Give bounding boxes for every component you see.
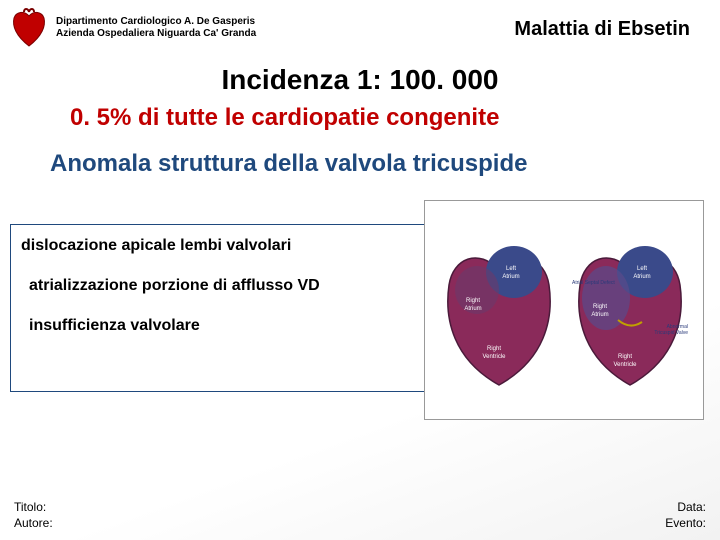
label-right-atrium2: Atrium bbox=[464, 306, 481, 312]
heart-ebstein-icon: Left Atrium Atrial Septal Defect Right A… bbox=[570, 230, 690, 390]
org-text: Dipartimento Cardiologico A. De Gasperis… bbox=[56, 16, 256, 40]
label2-right-atrium2: Atrium bbox=[591, 312, 608, 318]
footer-left: Titolo: Autore: bbox=[14, 500, 53, 530]
incidence-heading: Incidenza 1: 100. 000 bbox=[0, 64, 720, 96]
label2-left-atrium: Left bbox=[636, 266, 646, 272]
logo-block: Dipartimento Cardiologico A. De Gasperis… bbox=[10, 6, 256, 50]
percent-line: 0. 5% di tutte le cardiopatie congenite bbox=[70, 104, 499, 132]
label2-right-ventricle: Right bbox=[617, 354, 631, 360]
label-left-atrium: Left bbox=[505, 266, 515, 272]
footer-evento: Evento: bbox=[665, 516, 706, 530]
label2-right-ventricle2: Ventricle bbox=[613, 362, 637, 368]
label2-right-atrium: Right bbox=[592, 304, 606, 310]
label-right-atrium: Right bbox=[465, 298, 479, 304]
slide-title: Malattia di Ebsetin bbox=[514, 18, 690, 41]
heart-diagram-box: Left Atrium Right Atrium Right Ventricle… bbox=[424, 200, 704, 420]
label2-left-atrium2: Atrium bbox=[633, 274, 650, 280]
org-line1: Dipartimento Cardiologico A. De Gasperis bbox=[56, 16, 256, 28]
bullets-box: dislocazione apicale lembi valvolari atr… bbox=[10, 224, 430, 392]
bullet-2: atrializzazione porzione di afflusso VD bbox=[29, 277, 419, 295]
slide: Dipartimento Cardiologico A. De Gasperis… bbox=[0, 0, 720, 540]
footer-right: Data: Evento: bbox=[665, 500, 706, 530]
label-left-atrium2: Atrium bbox=[502, 274, 519, 280]
label-right-ventricle2: Ventricle bbox=[482, 354, 506, 360]
label2-asd: Atrial Septal Defect bbox=[572, 280, 615, 286]
footer-data: Data: bbox=[665, 500, 706, 514]
footer-titolo: Titolo: bbox=[14, 500, 53, 514]
org-line2: Azienda Ospedaliera Niguarda Ca' Granda bbox=[56, 28, 256, 40]
footer: Titolo: Autore: Data: Evento: bbox=[0, 500, 720, 530]
anomala-line: Anomala struttura della valvola tricuspi… bbox=[50, 150, 527, 178]
heart-logo-icon bbox=[10, 6, 48, 50]
footer-autore: Autore: bbox=[14, 516, 53, 530]
bullet-1: dislocazione apicale lembi valvolari bbox=[21, 237, 419, 255]
label-right-ventricle: Right bbox=[486, 346, 500, 352]
bullet-3: insufficienza valvolare bbox=[29, 317, 419, 335]
label2-tricuspid: Tricuspid Valve bbox=[654, 330, 688, 336]
heart-normal-icon: Left Atrium Right Atrium Right Ventricle bbox=[439, 230, 559, 390]
